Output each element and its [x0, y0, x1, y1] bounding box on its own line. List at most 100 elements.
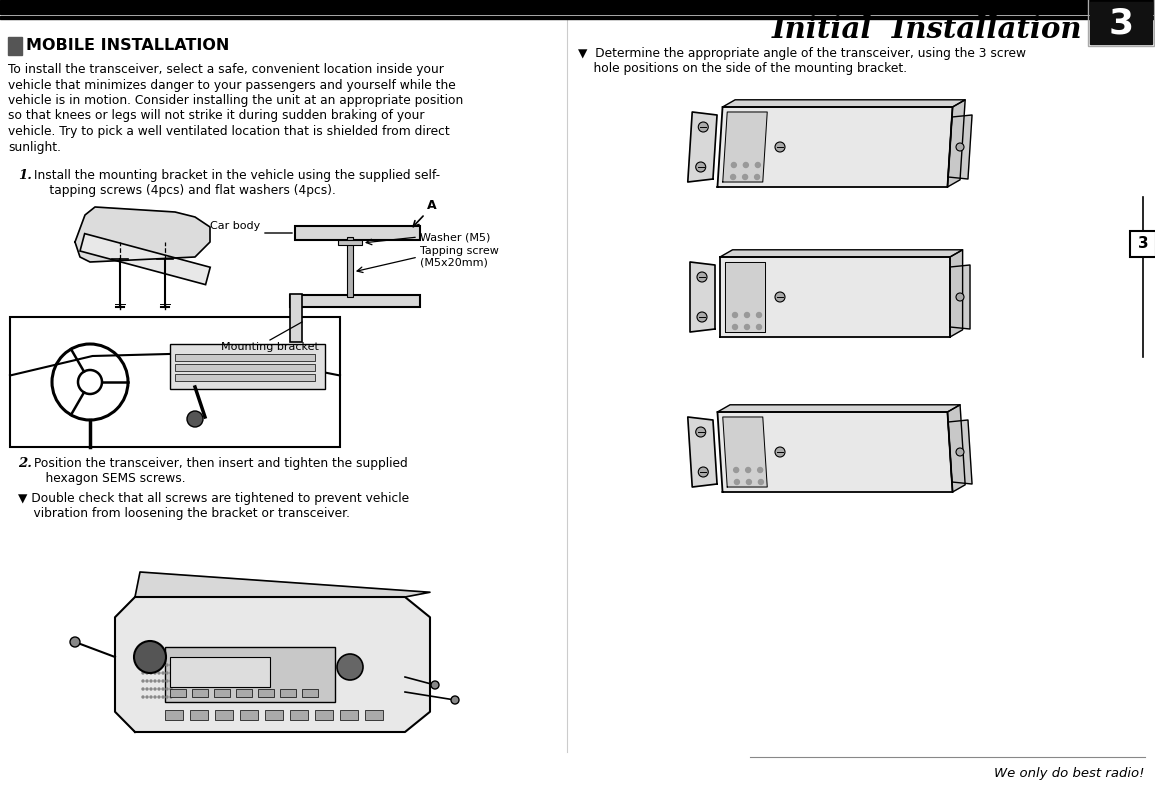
Bar	[1130, 231, 1155, 257]
Circle shape	[775, 447, 785, 457]
Bar	[165, 647, 335, 702]
Polygon shape	[135, 572, 430, 597]
Circle shape	[170, 664, 172, 666]
Circle shape	[166, 688, 167, 690]
Bar	[264, 710, 283, 720]
Bar	[1090, 2, 1152, 44]
Bar	[295, 226, 420, 240]
Text: Washer (M5): Washer (M5)	[420, 232, 491, 242]
Bar	[1088, 0, 1154, 46]
Bar	[290, 710, 308, 720]
Text: Install the mounting bracket in the vehicle using the supplied self-
     tappin: Install the mounting bracket in the vehi…	[30, 169, 440, 197]
Circle shape	[743, 175, 747, 179]
Polygon shape	[723, 417, 767, 487]
Text: sunlight.: sunlight.	[8, 141, 61, 153]
Text: 3: 3	[1138, 237, 1148, 252]
Polygon shape	[720, 257, 951, 337]
Circle shape	[735, 479, 739, 485]
Polygon shape	[951, 249, 962, 337]
Bar	[240, 710, 258, 720]
Circle shape	[775, 292, 785, 302]
Circle shape	[154, 672, 156, 674]
Polygon shape	[723, 100, 966, 107]
Circle shape	[154, 680, 156, 682]
Circle shape	[757, 324, 761, 330]
Bar	[0, 0, 1155, 14]
Circle shape	[146, 680, 148, 682]
Text: To install the transceiver, select a safe, convenient location inside your: To install the transceiver, select a saf…	[8, 63, 444, 76]
Circle shape	[142, 696, 144, 698]
Circle shape	[162, 688, 164, 690]
Text: Initial  Installation: Initial Installation	[772, 16, 1082, 45]
Bar	[176, 364, 315, 371]
Circle shape	[150, 680, 152, 682]
Bar	[176, 353, 315, 360]
Circle shape	[733, 467, 739, 472]
Circle shape	[731, 162, 737, 168]
Circle shape	[70, 637, 80, 647]
Polygon shape	[690, 262, 715, 332]
Circle shape	[732, 312, 738, 317]
Circle shape	[158, 672, 161, 674]
Circle shape	[154, 696, 156, 698]
Circle shape	[142, 688, 144, 690]
Polygon shape	[948, 420, 973, 484]
Bar	[215, 710, 233, 720]
Text: ▼ Double check that all screws are tightened to prevent vehicle
    vibration fr: ▼ Double check that all screws are tight…	[18, 492, 409, 520]
Circle shape	[158, 696, 161, 698]
Circle shape	[337, 654, 363, 680]
Circle shape	[745, 324, 750, 330]
Circle shape	[170, 696, 172, 698]
Bar	[0, 16, 1155, 19]
Circle shape	[187, 411, 203, 427]
Polygon shape	[717, 107, 953, 187]
Circle shape	[695, 162, 706, 172]
Polygon shape	[947, 405, 966, 492]
Polygon shape	[947, 100, 966, 187]
Circle shape	[450, 696, 459, 704]
Bar	[80, 234, 210, 285]
Polygon shape	[948, 115, 973, 179]
Circle shape	[755, 162, 760, 168]
Polygon shape	[687, 112, 717, 182]
Circle shape	[758, 467, 762, 472]
Polygon shape	[687, 417, 717, 487]
Circle shape	[146, 696, 148, 698]
Bar	[192, 689, 208, 697]
Circle shape	[158, 680, 161, 682]
Polygon shape	[951, 265, 970, 329]
Bar	[340, 710, 358, 720]
Circle shape	[158, 664, 161, 666]
Circle shape	[731, 175, 736, 179]
Circle shape	[146, 688, 148, 690]
Bar	[280, 689, 296, 697]
Text: 3: 3	[1109, 6, 1133, 40]
Circle shape	[745, 312, 750, 317]
Circle shape	[162, 680, 164, 682]
Circle shape	[142, 680, 144, 682]
Bar	[346, 237, 353, 297]
Bar	[365, 710, 383, 720]
Bar	[10, 317, 340, 447]
Circle shape	[154, 688, 156, 690]
Circle shape	[699, 467, 708, 477]
Bar	[258, 689, 274, 697]
Text: We only do best radio!: We only do best radio!	[994, 767, 1145, 779]
Circle shape	[732, 324, 738, 330]
Bar	[170, 657, 270, 687]
Circle shape	[170, 688, 172, 690]
Circle shape	[746, 467, 751, 472]
Text: Position the transceiver, then insert and tighten the supplied
    hexagon SEMS : Position the transceiver, then insert an…	[30, 457, 408, 485]
Bar	[170, 689, 186, 697]
Polygon shape	[723, 112, 767, 182]
Polygon shape	[75, 207, 210, 262]
Circle shape	[956, 448, 964, 456]
Circle shape	[696, 272, 707, 282]
Circle shape	[154, 664, 156, 666]
Bar	[290, 294, 301, 342]
Text: vehicle is in motion. Consider installing the unit at an appropriate position: vehicle is in motion. Consider installin…	[8, 94, 463, 107]
Circle shape	[166, 672, 167, 674]
Text: A: A	[427, 199, 437, 212]
Text: vehicle. Try to pick a well ventilated location that is shielded from direct: vehicle. Try to pick a well ventilated l…	[8, 125, 449, 138]
Bar	[8, 37, 22, 55]
